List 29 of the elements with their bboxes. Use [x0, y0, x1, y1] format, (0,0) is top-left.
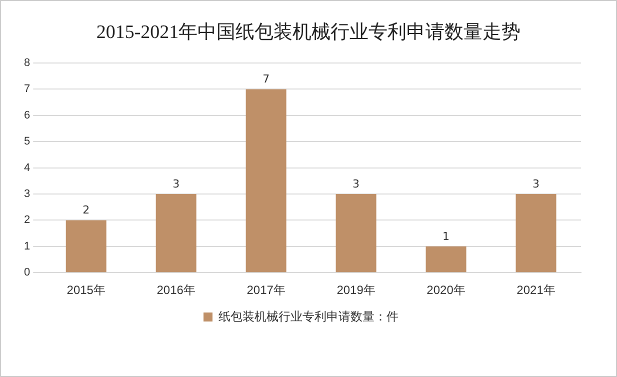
y-tick-label: 0 — [24, 266, 30, 279]
y-tick-label: 1 — [24, 240, 30, 252]
data-label: 1 — [442, 230, 450, 243]
bar — [516, 194, 556, 272]
y-tick-label: 6 — [24, 109, 30, 122]
x-tick-label: 2016年 — [156, 283, 196, 298]
x-tick-label: 2015年 — [66, 283, 106, 298]
bar — [426, 246, 466, 272]
data-label: 3 — [352, 177, 360, 190]
x-tick-label: 2017年 — [246, 283, 286, 298]
data-label: 7 — [262, 72, 270, 86]
x-tick-label: 2021年 — [516, 283, 556, 298]
y-tick-label: 7 — [24, 83, 30, 96]
data-label: 3 — [532, 177, 540, 190]
y-tick-label: 5 — [24, 136, 30, 148]
y-tick-label: 2 — [24, 214, 30, 226]
y-tick-label: 4 — [24, 162, 30, 174]
x-tick-label: 2020年 — [426, 283, 466, 298]
bar — [336, 194, 376, 272]
bar — [66, 220, 106, 272]
chart-title: 2015-2021年中国纸包装机械行业专利申请数量走势 — [95, 21, 522, 45]
y-tick-label: 3 — [24, 188, 30, 200]
data-label: 3 — [172, 177, 180, 190]
legend-label: 纸包装机械行业专利申请数量：件 — [218, 309, 398, 324]
data-label: 2 — [82, 204, 90, 217]
bar — [156, 194, 196, 272]
x-tick-label: 2019年 — [336, 283, 376, 298]
y-tick-label: 8 — [24, 57, 30, 70]
bar — [246, 89, 286, 272]
